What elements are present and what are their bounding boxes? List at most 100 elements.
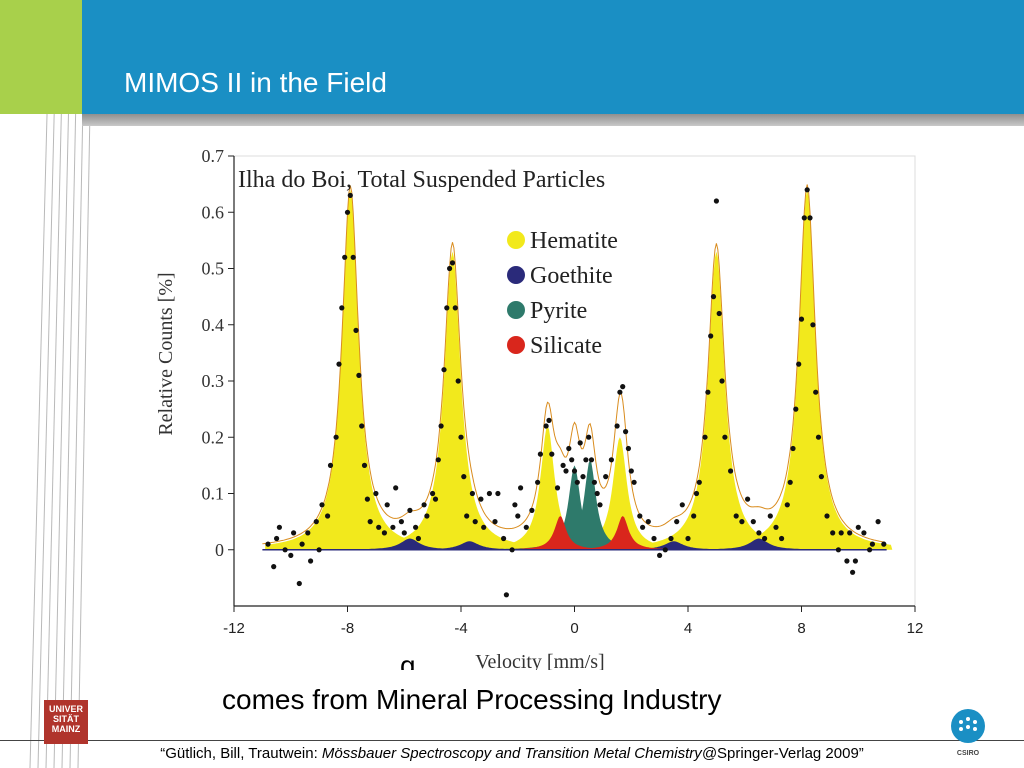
data-point-2: [271, 564, 277, 570]
x-tick-label: -12: [223, 620, 245, 637]
data-point-129: [793, 406, 799, 412]
data-point-55: [469, 490, 475, 497]
data-point-151: [881, 541, 887, 547]
data-point-35: [398, 519, 404, 525]
y-tick-label: 0.1: [202, 484, 225, 504]
data-point-9: [305, 530, 311, 536]
pyrite-peak-2: [505, 459, 676, 550]
data-point-49: [449, 260, 456, 266]
data-point-92: [623, 429, 629, 435]
hematite-peak-5: [631, 251, 802, 550]
data-point-72: [546, 417, 552, 423]
data-point-26: [361, 462, 368, 468]
data-point-81: [580, 474, 586, 480]
data-point-87: [603, 474, 609, 480]
hematite-peak-1: [265, 189, 436, 550]
data-point-105: [691, 513, 697, 519]
data-point-137: [815, 434, 822, 440]
data-point-12: [316, 547, 322, 553]
goethite-peak-1: [324, 538, 495, 550]
data-point-82: [583, 457, 589, 463]
y-tick-label: 0.5: [202, 259, 225, 279]
data-point-24: [356, 372, 362, 378]
data-point-1: [265, 541, 271, 547]
data-point-125: [779, 535, 785, 542]
data-point-106: [693, 490, 700, 497]
data-point-50: [452, 305, 458, 311]
data-point-52: [458, 434, 464, 440]
data-point-93: [625, 445, 631, 452]
data-point-58: [481, 524, 487, 530]
data-point-39: [415, 535, 421, 542]
data-point-113: [716, 310, 722, 317]
hematite-peak-2: [367, 251, 538, 550]
x-tick-label: 12: [907, 620, 924, 637]
data-point-3: [276, 524, 282, 530]
csiro-logo: CSIRO: [951, 709, 985, 757]
data-point-84: [588, 457, 595, 463]
data-point-66: [518, 485, 524, 491]
y-tick-label: 0.2: [202, 427, 225, 447]
y-tick-label: 0.4: [202, 315, 225, 335]
data-point-42: [430, 490, 436, 497]
data-point-20: [344, 209, 351, 215]
svg-text:CSIRO: CSIRO: [957, 750, 980, 757]
data-point-56: [472, 519, 478, 525]
data-point-124: [773, 524, 779, 530]
goethite-legend-label: Goethite: [530, 263, 613, 289]
data-point-157: [512, 502, 518, 508]
page-title: MIMOS II in the Field: [124, 67, 387, 98]
silicate-peak-1: [475, 516, 646, 550]
citation-title: Mössbauer Spectroscopy and Transition Me…: [321, 745, 718, 762]
data-point-6: [291, 530, 297, 536]
data-point-37: [407, 507, 413, 513]
data-point-118: [739, 519, 745, 525]
data-point-34: [393, 485, 399, 491]
data-point-120: [750, 519, 756, 525]
data-point-126: [784, 502, 790, 508]
data-point-54: [464, 513, 470, 519]
data-point-22: [350, 254, 356, 260]
data-point-63: [503, 592, 509, 598]
y-tick-label: 0.6: [202, 202, 225, 222]
data-point-135: [810, 322, 816, 328]
data-point-104: [685, 535, 691, 542]
data-point-139: [824, 513, 830, 519]
data-point-131: [798, 316, 805, 322]
data-point-144: [847, 530, 853, 536]
data-point-44: [435, 457, 441, 463]
data-point-78: [571, 468, 578, 474]
data-point-142: [838, 530, 844, 536]
data-point-101: [668, 535, 674, 542]
data-point-152: [850, 569, 856, 575]
data-point-10: [308, 558, 314, 564]
data-point-145: [852, 558, 859, 564]
data-point-53: [461, 474, 467, 480]
data-point-97: [645, 519, 651, 525]
x-tick-label: 0: [570, 620, 578, 637]
chart-title: Ilha do Boi, Total Suspended Particles: [238, 167, 605, 193]
citation-authors: “Gütlich, Bill, Trautwein:: [160, 745, 322, 762]
data-point-61: [495, 490, 501, 497]
data-point-128: [790, 445, 796, 452]
title-bar-shadow: [82, 114, 1024, 126]
goethite-peak-4: [673, 538, 845, 550]
title-bar: [82, 0, 1024, 114]
data-point-70: [537, 451, 543, 457]
title-accent-block: [0, 0, 82, 114]
data-point-13: [319, 502, 325, 508]
y-tick-label: 0.7: [202, 146, 225, 166]
data-point-23: [353, 327, 359, 333]
data-point-69: [535, 479, 541, 485]
data-point-19: [342, 254, 348, 260]
x-tick-label: 4: [684, 620, 692, 637]
data-point-8: [299, 541, 305, 547]
data-point-115: [722, 434, 728, 440]
data-point-96: [640, 524, 646, 530]
data-point-17: [336, 361, 342, 367]
pyrite-legend-label: Pyrite: [530, 298, 587, 324]
mossbauer-spectrum-chart: 0 0.1 0.2 0.3 0.4 0.5 0.6 0.7 -12 -8 -4 0 4 8 12 Ilha …: [155, 146, 924, 670]
data-point-102: [674, 519, 680, 525]
data-point-100: [662, 547, 668, 553]
data-point-108: [702, 434, 708, 440]
